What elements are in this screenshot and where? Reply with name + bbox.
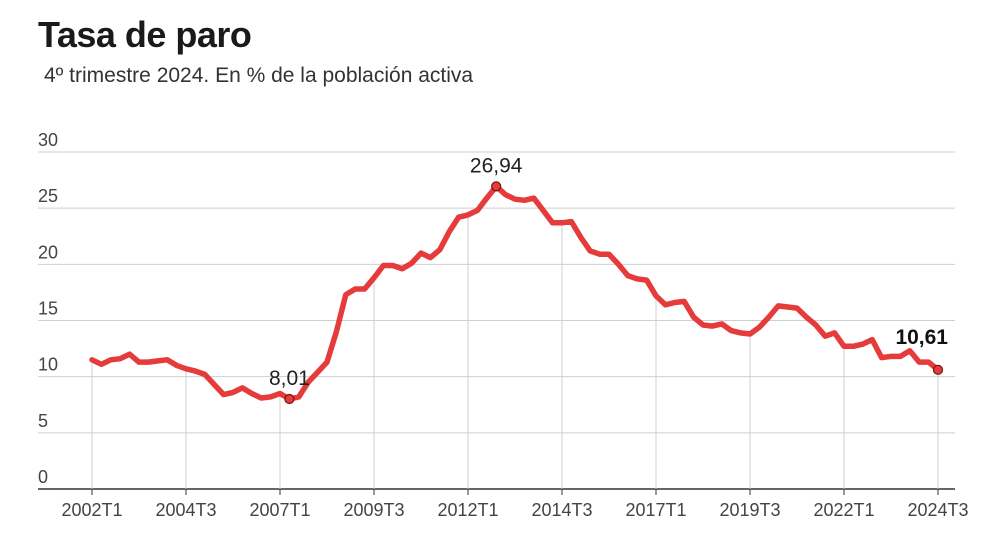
x-tick-label: 2004T3 bbox=[155, 500, 216, 520]
y-tick-label: 5 bbox=[38, 411, 48, 431]
x-tick-label: 2022T1 bbox=[813, 500, 874, 520]
x-tick-label: 2019T3 bbox=[719, 500, 780, 520]
x-tick-label: 2007T1 bbox=[249, 500, 310, 520]
chart-subtitle: 4º trimestre 2024. En % de la población … bbox=[44, 64, 474, 87]
y-tick-label: 15 bbox=[38, 299, 58, 319]
x-tick-label: 2017T1 bbox=[625, 500, 686, 520]
series-line bbox=[89, 183, 941, 402]
y-tick-label: 30 bbox=[38, 130, 58, 150]
data-label: 8,01 bbox=[269, 367, 310, 390]
chart-title: Tasa de paro bbox=[38, 14, 252, 55]
x-tick-label: 2009T3 bbox=[343, 500, 404, 520]
x-tick-label: 2024T3 bbox=[907, 500, 968, 520]
data-label: 26,94 bbox=[470, 154, 523, 177]
data-point-marker bbox=[932, 364, 944, 375]
x-tick-label: 2002T1 bbox=[61, 500, 122, 520]
data-label: 10,61 bbox=[895, 326, 948, 349]
data-point-marker bbox=[284, 393, 295, 405]
y-tick-label: 25 bbox=[38, 186, 58, 206]
data-point-marker bbox=[491, 181, 502, 192]
x-tick-label: 2012T1 bbox=[437, 500, 498, 520]
y-tick-label: 0 bbox=[38, 467, 48, 487]
y-tick-label: 20 bbox=[38, 242, 58, 262]
y-tick-label: 10 bbox=[38, 355, 58, 375]
x-tick-label: 2014T3 bbox=[531, 500, 592, 520]
